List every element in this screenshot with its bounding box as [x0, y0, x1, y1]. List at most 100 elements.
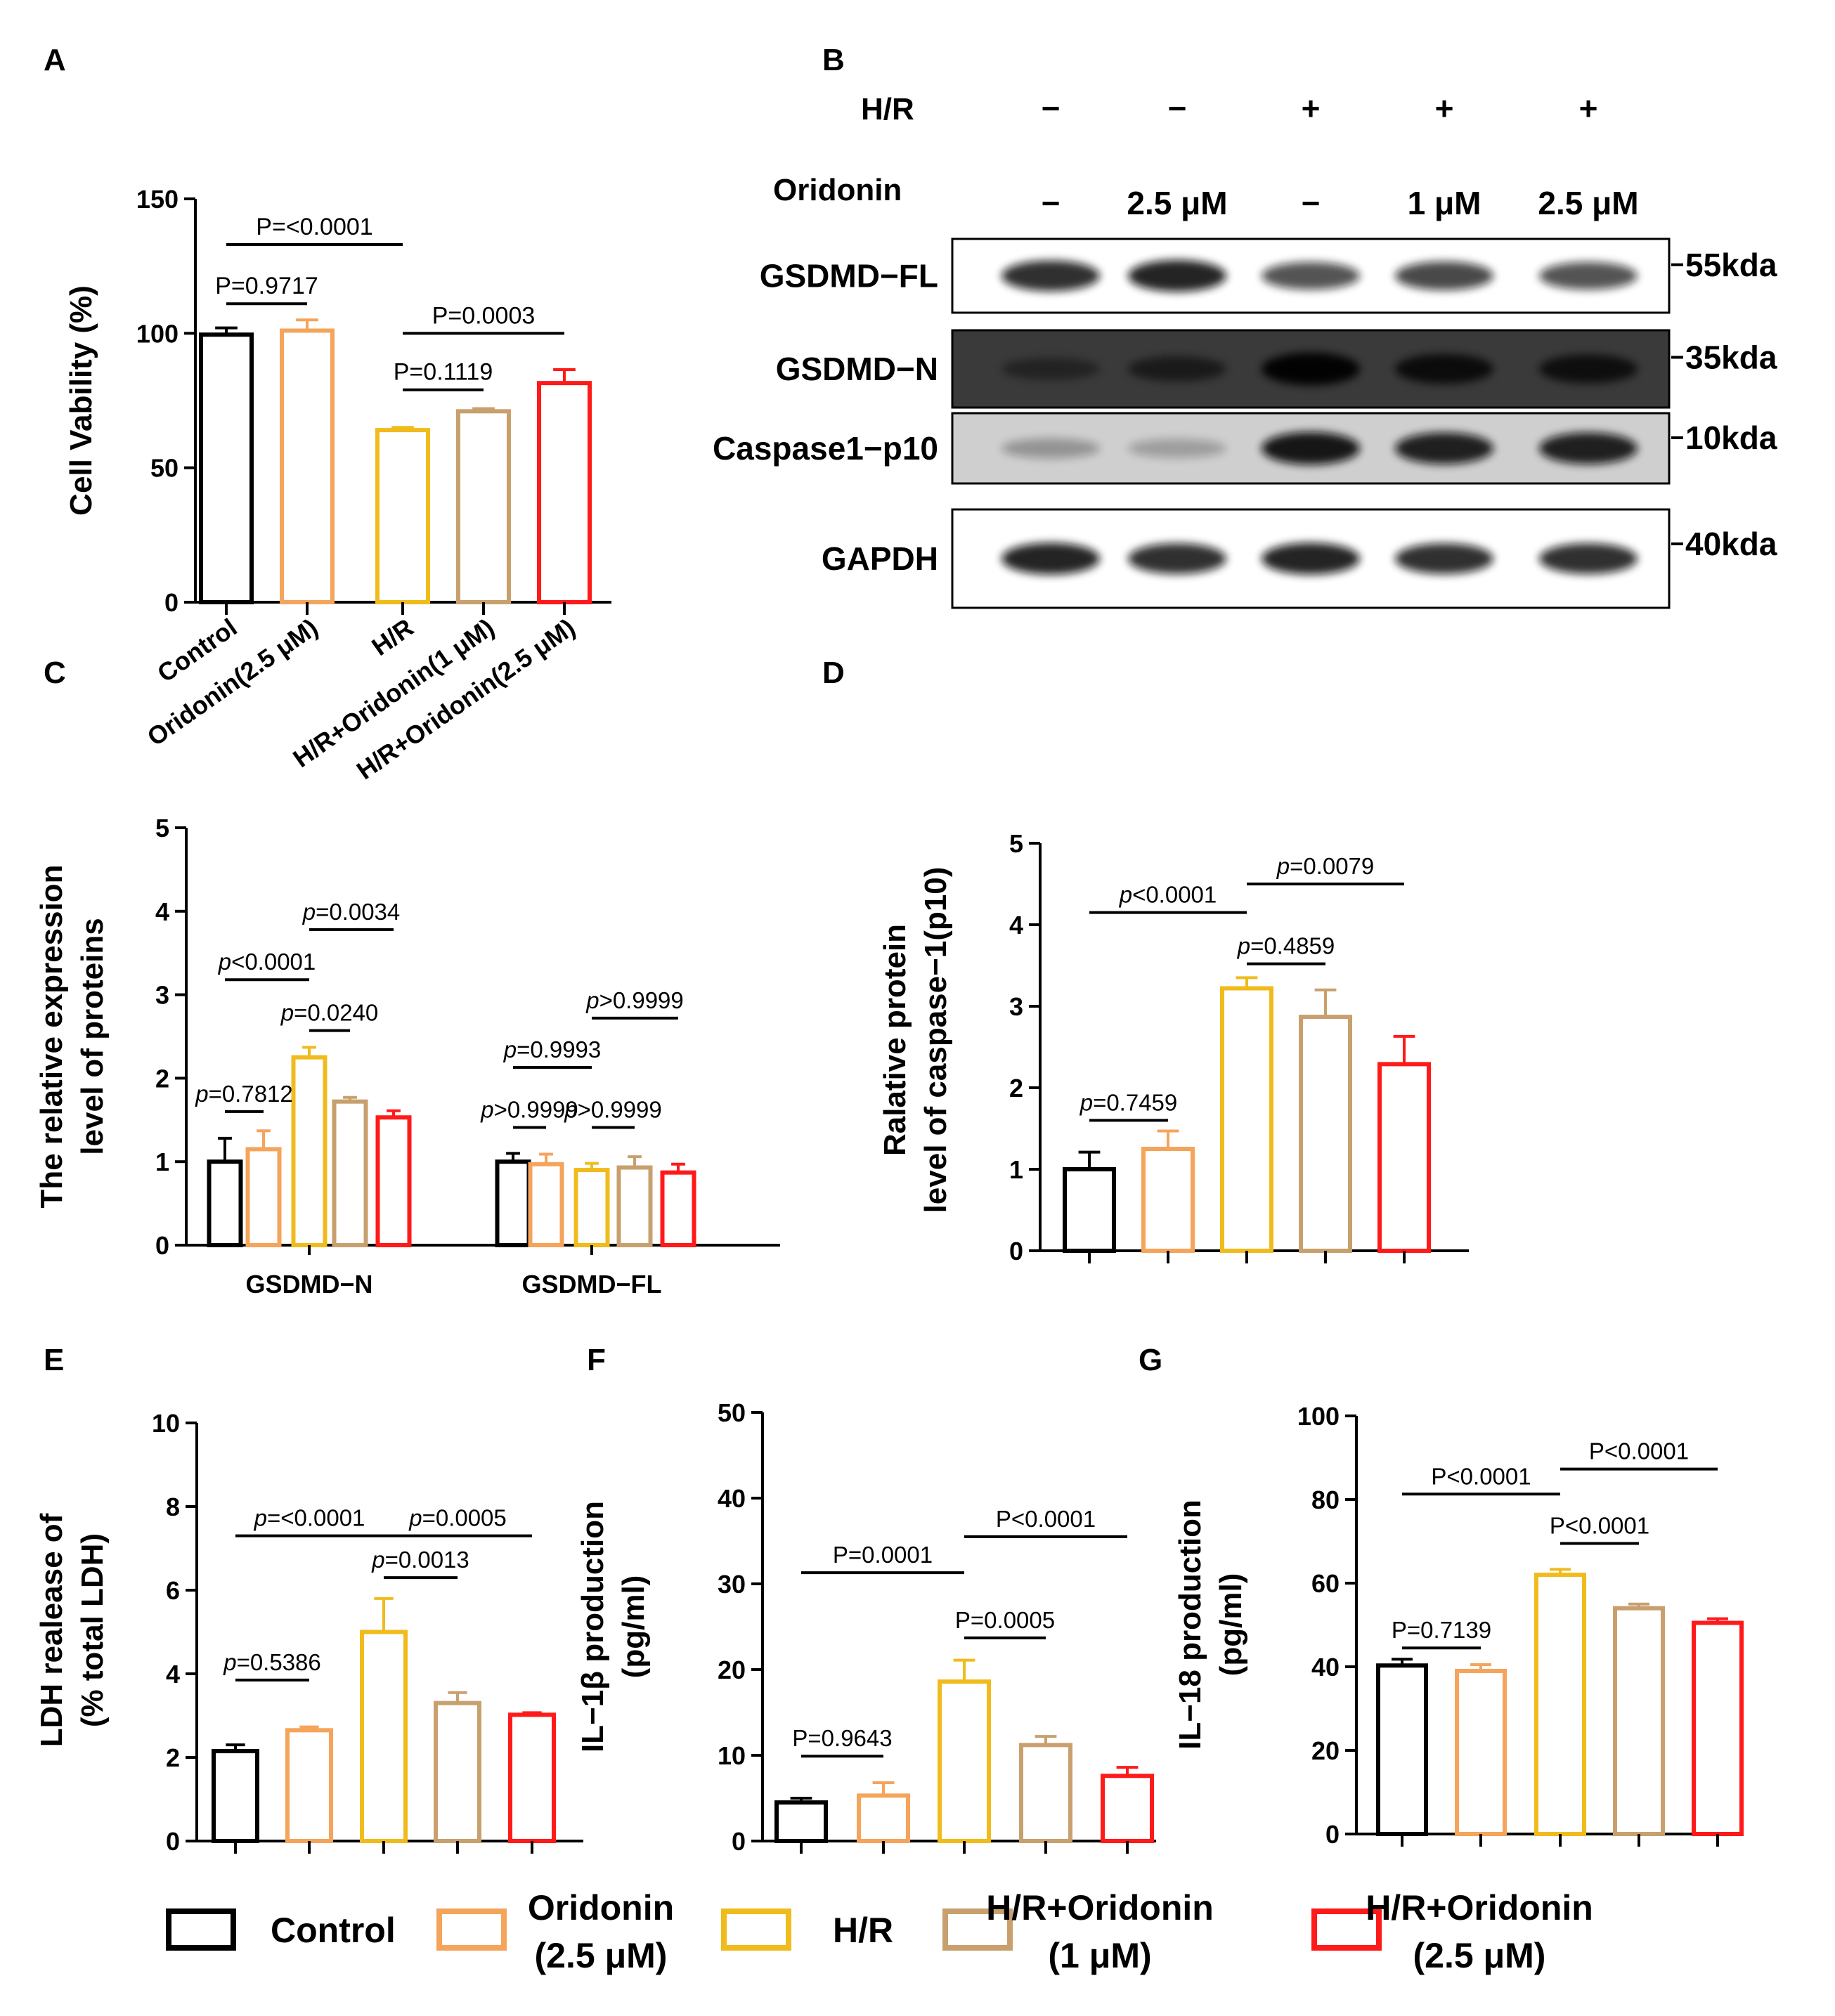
significance-p: p	[564, 1096, 577, 1122]
legend-swatch	[721, 1908, 791, 1951]
blot-band	[1262, 352, 1360, 386]
blot-hr-value: +	[1579, 90, 1598, 126]
y-tick-label: 40	[718, 1484, 746, 1513]
bar-0	[774, 1800, 828, 1844]
blot-band	[1395, 261, 1493, 290]
panel-letter-g: G	[1139, 1343, 1162, 1377]
significance-label: p=<0.0001	[254, 1505, 365, 1531]
y-tick-label: 20	[1311, 1736, 1340, 1765]
bar-1-1	[528, 1162, 564, 1248]
y-axis-label: LDH realease of (% total LDH)	[34, 1513, 110, 1747]
legend-label-sub: (2.5 μM)	[1413, 1936, 1546, 1975]
bar-1	[1455, 1668, 1507, 1836]
bar-0	[199, 332, 254, 604]
blot-band	[1128, 543, 1226, 574]
blot-oridonin-value: 1 μM	[1408, 185, 1481, 221]
significance-value: >0.9999	[494, 1096, 578, 1122]
bar-0-3	[332, 1099, 368, 1247]
y-tick-label: 3	[1009, 992, 1023, 1021]
significance-p: p	[408, 1505, 422, 1531]
chart-c-gsdmd-expression: 0 1 2 3 4 5 The relative expression level of pr…	[34, 814, 780, 1299]
bar-2	[375, 428, 430, 604]
significance-p: p	[195, 1081, 208, 1107]
significance-value: <0.0001	[1132, 882, 1217, 908]
blot-size-label: 35kda	[1685, 339, 1777, 376]
significance-label: p=0.7459	[1079, 1089, 1178, 1115]
significance-label: P<0.0001	[1589, 1438, 1689, 1464]
panel-letter-e: E	[44, 1343, 64, 1377]
significance-p: p	[218, 949, 231, 975]
bar-4	[1692, 1620, 1744, 1836]
y-tick-label: 100	[1297, 1402, 1340, 1431]
blot-oridonin-value: −	[1042, 185, 1061, 221]
legend-label: Oridonin	[528, 1888, 674, 1927]
y-tick-label: 4	[1009, 911, 1023, 939]
significance-value: =<0.0001	[267, 1505, 365, 1531]
blot-hr-value: −	[1168, 90, 1187, 126]
significance-label: p=0.5386	[223, 1649, 321, 1675]
blot-row-name: Caspase1−p10	[713, 430, 938, 467]
significance-p: p	[302, 899, 316, 925]
y-tick-label: 0	[155, 1231, 169, 1260]
blot-band	[1001, 542, 1100, 575]
significance-label: P=0.1119	[394, 359, 493, 386]
y-axis-label-line: (% total LDH)	[75, 1533, 110, 1727]
group-label: GSDMD−FL	[521, 1270, 661, 1299]
bar-1	[285, 1728, 333, 1843]
blot-row-name: GSDMD−N	[776, 351, 938, 387]
blot-oridonin-value: 2.5 μM	[1127, 185, 1227, 221]
significance-label: p=0.0240	[280, 1000, 379, 1026]
y-tick-label: 50	[718, 1398, 746, 1427]
significance-label: P=0.9717	[215, 273, 318, 299]
significance-label: P=0.9643	[792, 1725, 892, 1751]
legend-label: H/R	[833, 1911, 893, 1950]
y-axis-label-line: (pg/ml)	[616, 1575, 651, 1679]
significance-p: p	[585, 987, 599, 1013]
significance-value: =0.0079	[1290, 853, 1374, 879]
chart-f-il1b: 0 10 20 30 40 50 IL−1β production (pg/ml) P=0.96…	[576, 1398, 1156, 1856]
blot-oridonin-value: −	[1302, 185, 1321, 221]
significance-p: p	[480, 1096, 493, 1122]
significance-value: =0.4859	[1250, 933, 1335, 959]
significance-label: P=<0.0001	[256, 214, 372, 240]
bar-2	[1534, 1573, 1586, 1837]
significance-value: >0.9999	[578, 1096, 662, 1122]
panel-letter-d: D	[822, 656, 845, 690]
significance-value: >0.9999	[599, 987, 684, 1013]
y-axis-label-line: Ralative protein	[878, 924, 912, 1156]
y-axis-label-line: level of caspase−1(p10)	[919, 867, 953, 1214]
blot-band	[1395, 432, 1493, 464]
blot-row-name: GAPDH	[822, 540, 938, 577]
significance-p: p	[1119, 882, 1132, 908]
chart-d-caspase1: 0 1 2 3 4 5 Ralative protein level of caspase−1…	[878, 829, 1469, 1266]
bar-4	[508, 1712, 556, 1844]
blot-band	[1001, 358, 1100, 380]
western-blot-panel: H/R Oridonin − − + + + − 2.5 μM − 1 μM 2.5 μM GSD…	[713, 90, 1777, 609]
panel-letter-a: A	[44, 43, 66, 77]
blot-band	[1128, 356, 1226, 382]
blot-band	[1001, 260, 1100, 292]
blot-rows: GSDMD−FL 55kda GSDMD−N 35kda Caspase1−p10 10k…	[713, 238, 1777, 609]
bar-1	[857, 1793, 910, 1844]
y-tick-label: 20	[718, 1656, 746, 1684]
significance-label: P<0.0001	[1431, 1463, 1531, 1489]
legend-swatch	[166, 1908, 236, 1951]
significance-value: =0.0005	[422, 1505, 507, 1531]
blot-band	[1539, 354, 1638, 384]
significance-label: p>0.9999	[564, 1096, 662, 1122]
y-tick-label: 0	[164, 588, 179, 617]
legend-swatch	[436, 1908, 507, 1951]
significance-p: p	[1079, 1089, 1093, 1115]
y-tick-label: 30	[718, 1570, 746, 1599]
bar-1	[1141, 1147, 1195, 1253]
significance-label: p=0.0079	[1276, 853, 1375, 879]
y-tick-label: 60	[1311, 1569, 1340, 1598]
bar-4	[537, 381, 592, 604]
significance-label: P=0.0005	[955, 1607, 1055, 1633]
y-tick-label: 8	[166, 1493, 180, 1521]
y-tick-label: 2	[1009, 1074, 1023, 1103]
bar-0	[212, 1749, 259, 1843]
blot-row-name: GSDMD−FL	[760, 258, 938, 294]
bar-1-4	[660, 1170, 696, 1248]
